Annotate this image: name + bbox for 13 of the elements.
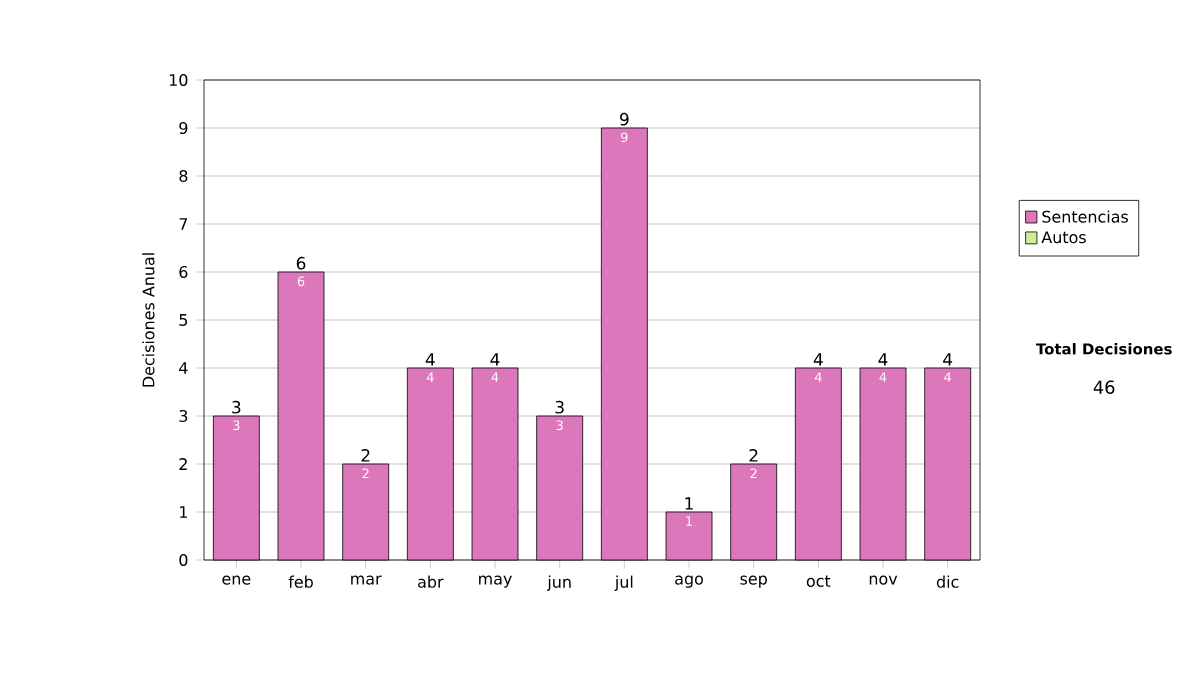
total-label: 2	[749, 449, 758, 462]
total-label: 1	[685, 497, 693, 510]
total-label: 3	[232, 400, 241, 414]
total-label: 4	[813, 353, 823, 366]
total-label: 6	[296, 256, 306, 270]
total-label: 3	[555, 400, 564, 414]
text: 46	[1093, 380, 1115, 394]
total-label: 4	[878, 353, 888, 366]
total-label: 2	[361, 449, 370, 462]
total-label: 4	[490, 353, 500, 366]
total-label: 4	[943, 353, 953, 366]
total-label: 9	[620, 112, 629, 126]
total-label: 4	[425, 353, 435, 366]
